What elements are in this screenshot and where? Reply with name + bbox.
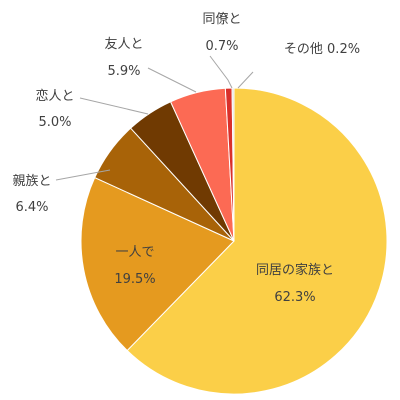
- pie-slice: [231, 87, 235, 242]
- pie-slice: [80, 176, 235, 352]
- labels-layer: 同居の家族と 62.3% 一人で 19.5% 親族と 6.4% 恋人と 5.0% 友人と 5.9%…: [12, 12, 360, 305]
- slice-label-name: 親族と: [12, 173, 51, 189]
- slice-label-value: 62.3%: [274, 290, 315, 305]
- leader-line: [55, 169, 111, 181]
- leader-line: [209, 55, 233, 89]
- slice-label-name: 恋人と: [35, 88, 74, 104]
- slice-label-value: 5.0%: [38, 115, 71, 130]
- slice-label-name: 同僚と: [202, 12, 241, 27]
- slice-label-value: 5.9%: [107, 64, 140, 79]
- slice-label-name: 同居の家族と: [256, 262, 334, 278]
- slice-label-value: 6.4%: [15, 200, 48, 215]
- slice-label-value: 19.5%: [114, 272, 155, 287]
- slices-layer: [80, 87, 388, 395]
- slice-label-name: 友人と: [104, 36, 143, 52]
- slice-label-value: 0.7%: [205, 39, 238, 54]
- leader-line: [79, 97, 149, 115]
- leader-line: [147, 67, 197, 93]
- pie-slice: [126, 87, 388, 395]
- leaders-layer: [55, 55, 254, 181]
- slice-label: その他 0.2%: [284, 42, 360, 57]
- slice-label-name: 一人で: [115, 245, 154, 260]
- leader-line: [237, 71, 254, 89]
